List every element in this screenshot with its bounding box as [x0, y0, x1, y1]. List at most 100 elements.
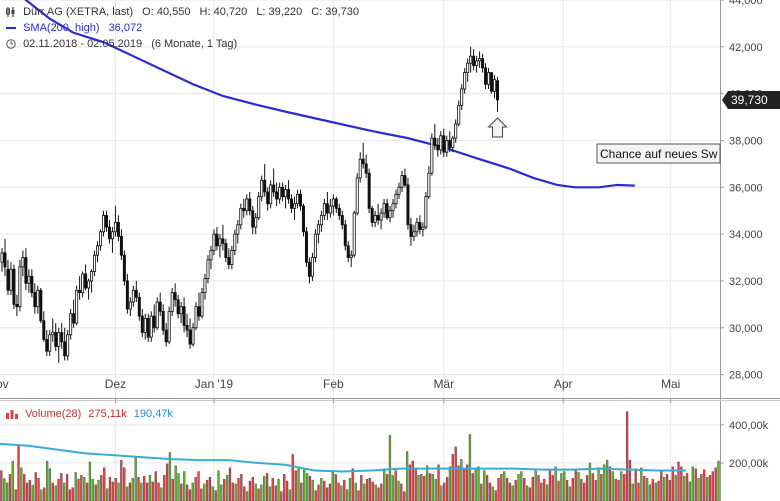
- candle-body: [290, 198, 294, 209]
- candle: [245, 194, 249, 216]
- candle-body: [221, 238, 225, 244]
- volume-bar: [280, 491, 283, 501]
- candle: [481, 53, 485, 73]
- volume-bar: [140, 482, 143, 501]
- candle-body: [272, 184, 276, 193]
- candle-body: [478, 58, 482, 62]
- candle-body: [379, 212, 383, 221]
- volume-bar: [217, 470, 220, 501]
- candle: [119, 229, 123, 260]
- volume-bar: [374, 484, 377, 501]
- candle-body: [278, 186, 282, 200]
- volume-tick-label: 400,00k: [729, 420, 769, 432]
- candle-body: [209, 250, 213, 261]
- candle-body: [113, 222, 117, 233]
- volume-bar: [557, 480, 560, 501]
- candle: [60, 323, 64, 349]
- candle: [3, 238, 7, 277]
- candle-body: [149, 315, 153, 338]
- candle-body: [75, 289, 79, 324]
- candle: [233, 229, 237, 256]
- candle-body: [319, 214, 323, 226]
- volume-bar: [697, 478, 700, 501]
- volume-bar: [408, 464, 412, 501]
- volume-bar: [623, 474, 626, 501]
- candle: [343, 220, 347, 251]
- volume-bar: [563, 471, 566, 501]
- volume-bar: [168, 452, 172, 501]
- candle: [69, 309, 73, 340]
- candle-body: [421, 226, 425, 230]
- candle: [266, 187, 270, 211]
- candle: [0, 248, 4, 272]
- volume-bar: [108, 477, 112, 501]
- volume-bar: [625, 411, 629, 501]
- volume-bar: [320, 478, 323, 501]
- candle-body: [248, 198, 252, 212]
- volume-bar: [303, 468, 306, 501]
- candle-body: [403, 175, 407, 186]
- volume-bar: [177, 473, 180, 501]
- candle: [278, 182, 282, 204]
- volume-bar: [94, 484, 97, 501]
- candle: [137, 292, 141, 321]
- candle-body: [340, 214, 344, 226]
- candle-body: [63, 341, 67, 357]
- candle-body: [173, 292, 177, 301]
- candle: [442, 128, 446, 157]
- volume-bar: [451, 454, 454, 501]
- volume-bar: [485, 475, 489, 501]
- candle-body: [96, 245, 100, 256]
- candle-body: [101, 214, 105, 233]
- volume-bar: [417, 475, 420, 501]
- candle-body: [397, 186, 401, 195]
- volume-bar: [111, 481, 114, 501]
- volume-bar: [340, 485, 343, 501]
- volume-bar: [714, 467, 717, 501]
- time-tick-label: Mai: [661, 377, 680, 391]
- volume-bar: [197, 471, 200, 501]
- candle-body: [224, 243, 228, 258]
- candle: [418, 215, 422, 235]
- instrument-name: Dürr AG (XETRA, last): [23, 6, 134, 18]
- volume-bar: [480, 483, 483, 501]
- price-tick-label: 44,000: [729, 0, 763, 7]
- volume-bar: [548, 470, 552, 501]
- candle-body: [72, 313, 76, 324]
- volume-bar: [411, 460, 414, 501]
- candle-body: [251, 210, 255, 228]
- volume-bar: [685, 473, 689, 501]
- volume-bar: [343, 479, 346, 501]
- candle-body: [424, 196, 428, 228]
- candle-body: [93, 254, 97, 272]
- candle-body: [490, 72, 494, 92]
- candle: [12, 264, 16, 310]
- candle: [6, 259, 10, 295]
- volume-bar: [28, 479, 32, 501]
- candle: [382, 199, 386, 218]
- open-value: O: 40,550: [142, 6, 191, 18]
- candle: [340, 210, 344, 230]
- volume-bar: [60, 473, 63, 501]
- volume-bar: [414, 467, 417, 501]
- candle: [254, 213, 258, 235]
- volume-bar: [634, 468, 637, 501]
- candle: [75, 285, 79, 326]
- time-tick-label: Dez: [105, 377, 126, 391]
- volume-bar: [383, 470, 386, 501]
- candle-body: [337, 207, 341, 216]
- volume-bar: [488, 482, 492, 501]
- candle: [134, 280, 138, 303]
- candle-body: [334, 198, 338, 209]
- volume-bar: [640, 467, 643, 501]
- candle-body: [188, 329, 192, 345]
- candle-body: [194, 306, 198, 329]
- candle: [331, 194, 335, 216]
- candle: [427, 166, 431, 199]
- time-tick-label: Jan '19: [195, 377, 234, 391]
- candle: [212, 229, 216, 256]
- volume-bar: [134, 456, 137, 501]
- volume-bar: [191, 482, 194, 501]
- volume-bar: [83, 477, 86, 501]
- candle: [125, 273, 129, 314]
